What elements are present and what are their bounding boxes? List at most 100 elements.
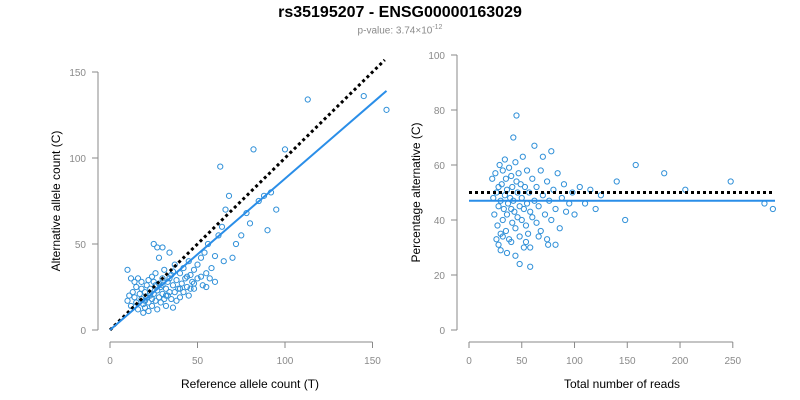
data-point [632,161,639,169]
data-point [178,280,185,287]
reference-line [108,58,386,332]
data-point [527,244,534,251]
data-point [164,292,171,299]
data-point [560,181,568,188]
data-point [537,227,544,235]
data-point [229,254,236,261]
data-point [157,299,164,306]
y-tick-label: 100 [428,51,445,62]
data-point [556,225,563,232]
data-point [535,203,542,210]
data-point [495,241,502,248]
data-point [597,192,604,199]
data-point [512,252,519,259]
data-point [264,227,271,234]
y-tick-label: 50 [75,240,87,251]
data-point [502,227,510,235]
data-point [509,183,516,191]
data-point [494,222,501,229]
data-point [171,289,178,296]
data-point [548,216,555,224]
data-point [613,178,620,185]
data-point [569,189,576,196]
data-point [576,183,583,191]
data-point [203,270,210,277]
data-point [152,270,159,277]
data-point [162,302,170,310]
data-point [505,164,513,171]
data-point [154,244,161,251]
data-point [173,277,180,284]
fit-line [109,90,388,331]
data-point [515,170,522,177]
x-tick-label: 0 [107,356,113,367]
data-point [185,258,192,265]
data-point [190,266,198,273]
data-point [217,163,224,170]
y-axis-label: Alternative allele count (C) [49,131,63,272]
data-point [503,249,511,257]
data-point [211,278,219,285]
plot-percentage-alternative: 0 50 100 150 200 250 0 20 40 60 80 100 Total number … [409,51,776,391]
data-point [134,275,142,282]
y-tick-label: 0 [80,326,86,337]
data-point [510,134,517,141]
x-tick-label: 150 [364,356,381,367]
data-point [159,275,166,282]
data-point [189,278,196,285]
data-point [215,232,222,239]
x-tick-label: 0 [466,356,472,367]
x-tick-label: 50 [516,356,528,367]
y-tick-label: 0 [439,326,445,337]
y-axis-label: Percentage alternative (C) [409,122,423,262]
data-point [520,205,527,213]
data-point [491,211,498,218]
data-point [136,290,143,297]
data-point [168,295,175,303]
data-point [250,146,257,153]
data-point [183,283,191,291]
y-tick-label: 100 [69,154,86,165]
data-point [145,307,152,315]
data-point [162,285,170,292]
data-point [124,266,131,273]
plot-allele-counts: 0 50 100 150 0 50 100 150 Reference allele count… [49,58,390,391]
data-point [496,161,503,169]
data-point [124,297,131,304]
data-point [157,283,164,291]
data-point [218,223,226,230]
y-tick-label: 150 [69,68,86,79]
data-point [304,96,311,103]
data-point [176,285,184,292]
data-point [511,208,518,215]
data-point [131,294,138,301]
x-tick-label: 250 [724,356,741,367]
data-point [180,289,187,296]
data-point [169,282,177,289]
data-point [499,216,506,224]
data-point [503,211,511,218]
data-point [519,153,526,160]
x-tick-label: 200 [672,356,689,367]
data-point [383,106,390,113]
data-point [516,203,523,210]
subtitle-prefix: p-value: 3.74×10 [357,25,433,37]
data-point [182,275,189,282]
data-point [513,178,520,185]
data-point [159,282,166,289]
data-point [148,295,156,303]
data-point [554,170,561,177]
data-point [155,294,163,301]
data-point [161,266,168,273]
data-point [152,297,159,304]
data-point [360,92,367,100]
data-point [211,252,219,260]
data-point [150,278,157,285]
data-point [489,175,496,182]
data-point [529,175,536,182]
data-point [661,170,668,177]
data-point [562,208,570,215]
data-point [145,277,152,284]
y-tick-label: 80 [434,106,446,117]
